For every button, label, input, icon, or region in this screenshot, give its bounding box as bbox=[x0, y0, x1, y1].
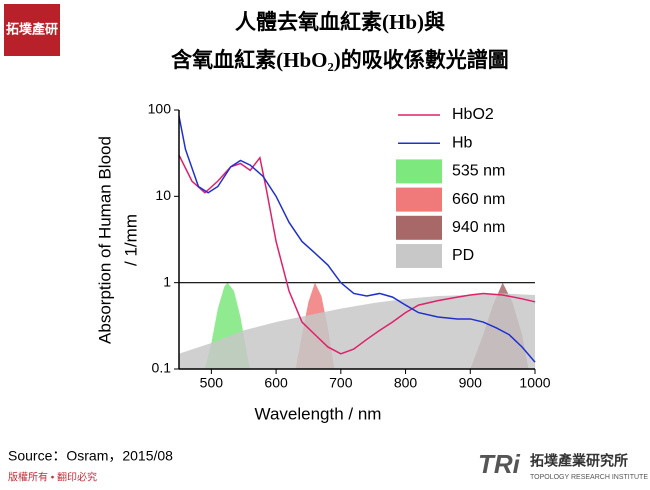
area bbox=[179, 293, 535, 369]
source: Source：Osram，2015/08 bbox=[8, 448, 173, 464]
x-tick-label: 900 bbox=[459, 375, 483, 391]
legend-label: 660 nm bbox=[452, 191, 505, 208]
y-axis-label: / 1/mm bbox=[121, 214, 140, 266]
y-tick-label: 100 bbox=[148, 101, 172, 117]
y-tick-label: 0.1 bbox=[152, 360, 172, 376]
legend-label: HbO2 bbox=[452, 106, 494, 123]
brand-name: 拓墣產業研究所 bbox=[530, 453, 628, 469]
y-axis-label: Absorption of Human Blood bbox=[95, 136, 114, 344]
line bbox=[178, 115, 536, 363]
legend-patch bbox=[396, 244, 442, 268]
copyright: 版權所有 • 翻印必究 bbox=[8, 471, 97, 484]
logo: 拓墣產研 bbox=[6, 21, 58, 36]
x-tick-label: 500 bbox=[200, 375, 224, 391]
legend-label: 940 nm bbox=[452, 219, 505, 236]
legend-label: 535 nm bbox=[452, 163, 505, 180]
line bbox=[178, 154, 536, 355]
chart-title: 含氧血紅素(HbO₂)的吸收係數光譜圖 bbox=[171, 48, 509, 72]
x-axis-label: Wavelength / nm bbox=[255, 404, 382, 423]
x-tick-label: 1000 bbox=[519, 375, 550, 391]
x-tick-label: 600 bbox=[264, 375, 288, 391]
y-tick-label: 1 bbox=[163, 273, 171, 289]
legend-patch bbox=[396, 159, 442, 184]
legend-patch bbox=[396, 187, 442, 212]
brand-mark: TRi bbox=[478, 449, 521, 479]
logo-box bbox=[4, 4, 60, 56]
y-tick-label: 10 bbox=[155, 187, 171, 203]
brand-sub: TOPOLOGY RESEARCH INSTITUTE bbox=[530, 474, 648, 481]
legend-label: Hb bbox=[452, 134, 473, 151]
plot: 500 600 700 800 900 1000 0.1 1 10 100 HbO2 Hb 535 nm… bbox=[148, 101, 551, 391]
x-tick-label: 700 bbox=[329, 375, 353, 391]
legend-patch bbox=[396, 215, 442, 240]
legend-label: PD bbox=[452, 247, 474, 264]
x-tick-label: 800 bbox=[394, 375, 418, 391]
chart-title: 人體去氧血紅素(Hb)與 bbox=[235, 10, 445, 34]
